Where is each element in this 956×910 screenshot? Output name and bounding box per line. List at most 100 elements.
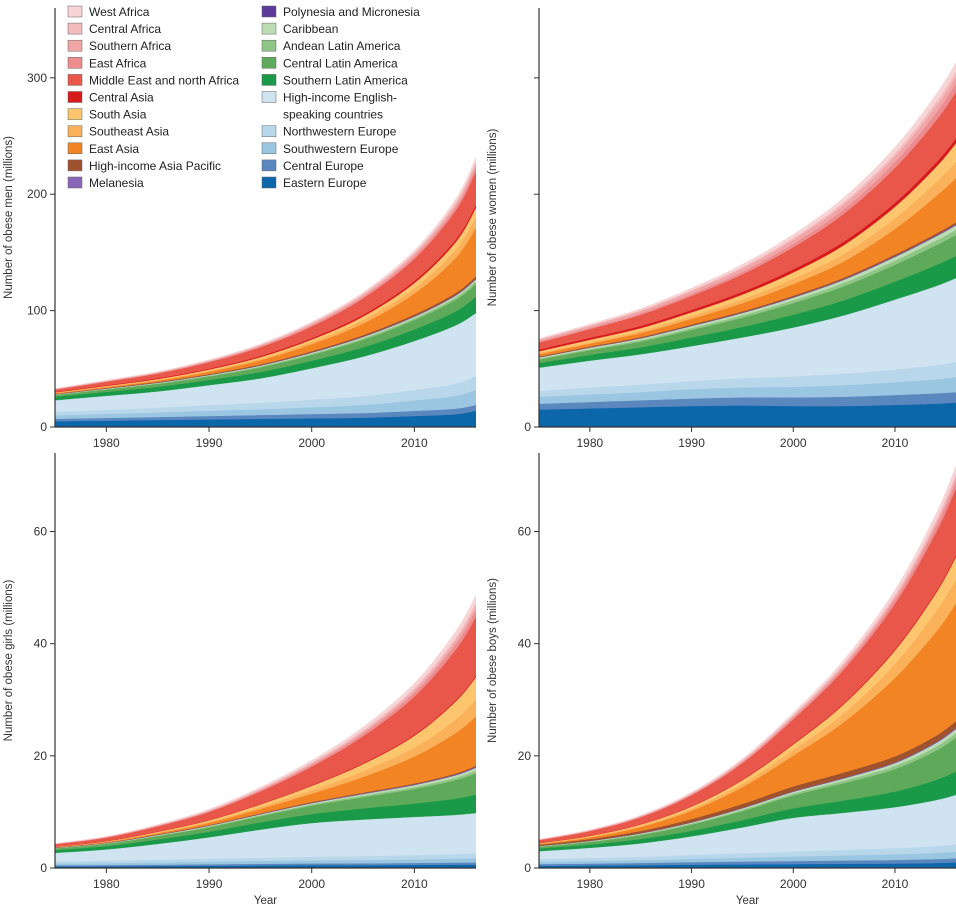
legend-label: Melanesia xyxy=(89,176,144,190)
legend-label: East Asia xyxy=(89,142,139,156)
panel-3: 0 20 40 60 1980 1990 2000 2010 Number of obese g… xyxy=(3,453,476,907)
legend-label: Northwestern Europe xyxy=(283,125,397,139)
legend-swatch xyxy=(261,22,277,35)
y-tick-label: 300 xyxy=(27,71,47,85)
x-tick-label: 2010 xyxy=(401,436,428,450)
legend-item-southern-africa: Southern Africa xyxy=(67,39,171,53)
legend-item-central-africa: Central Africa xyxy=(67,22,161,36)
legend-swatch xyxy=(67,91,83,103)
y-tick-label: 20 xyxy=(34,749,48,763)
stacked-areas xyxy=(55,594,476,868)
legend-label: Central Asia xyxy=(89,91,154,105)
legend-item-caribbean: Caribbean xyxy=(261,22,338,36)
y-tick-label: 0 xyxy=(524,420,531,434)
x-tick-label: 1990 xyxy=(196,436,223,450)
legend-item-andean-latin-america: Andean Latin America xyxy=(261,39,401,53)
legend-label: West Africa xyxy=(89,5,150,19)
x-axis-label: Year xyxy=(254,895,277,907)
y-axis-label: Number of obese men (millions) xyxy=(3,136,15,299)
legend-swatch xyxy=(261,39,277,52)
legend-swatch xyxy=(67,74,83,86)
x-tick-label: 2000 xyxy=(780,877,807,891)
legend-swatch xyxy=(261,74,277,86)
legend-swatch xyxy=(67,159,83,172)
legend-item-east-asia: East Asia xyxy=(67,142,139,156)
stacked-areas xyxy=(539,62,956,427)
x-tick-label: 2010 xyxy=(882,436,909,450)
panel-1: 0 100 200 300 1980 1990 2000 2010 Number of obes… xyxy=(3,8,476,450)
x-tick-label: 2010 xyxy=(401,877,428,891)
legend-label: High-income English-speaking countries xyxy=(283,91,397,122)
legend-swatch xyxy=(261,176,277,189)
legend-item-high-income-asia-pacific: High-income Asia Pacific xyxy=(67,159,221,173)
legend-item-high-income-english-speaking-countries: High-income English-speaking countries xyxy=(261,91,397,122)
y-axis-label: Number of obese boys (millions) xyxy=(487,578,499,743)
x-tick-label: 1990 xyxy=(678,436,705,450)
legend-item-polynesia-and-micronesia: Polynesia and Micronesia xyxy=(261,5,420,19)
legend-item-melanesia: Melanesia xyxy=(67,176,144,190)
legend-item-southern-latin-america: Southern Latin America xyxy=(261,73,408,87)
legend-label: Andean Latin America xyxy=(283,39,401,53)
legend-swatch xyxy=(261,57,277,69)
x-tick-label: 2010 xyxy=(882,877,909,891)
legend-swatch xyxy=(261,5,277,18)
x-tick-label: 2000 xyxy=(780,436,807,450)
legend-swatch xyxy=(67,142,83,155)
legend-item-middle-east-and-north-africa: Middle East and north Africa xyxy=(67,73,239,87)
legend-item-northwestern-europe: Northwestern Europe xyxy=(261,125,397,139)
legend-label: Southern Latin America xyxy=(283,73,408,87)
legend: West Africa Central Africa Southern Africa… xyxy=(67,5,420,190)
legend-swatch xyxy=(67,176,83,189)
legend-swatch xyxy=(67,5,83,18)
area-west-africa xyxy=(539,62,956,340)
legend-swatch xyxy=(67,39,83,52)
legend-label: Eastern Europe xyxy=(283,176,367,190)
y-tick-label: 200 xyxy=(27,187,47,201)
x-tick-label: 1990 xyxy=(678,877,705,891)
legend-item-central-latin-america: Central Latin America xyxy=(261,56,398,70)
area-west-africa xyxy=(55,594,476,844)
legend-label: East Africa xyxy=(89,56,147,70)
x-axis-label: Year xyxy=(736,895,759,907)
x-tick-label: 1980 xyxy=(93,436,120,450)
legend-label: Central Africa xyxy=(89,22,161,36)
stacked-areas xyxy=(55,157,476,427)
area-west-africa xyxy=(55,157,476,389)
legend-swatch xyxy=(261,142,277,155)
legend-label: Southeast Asia xyxy=(89,125,169,139)
legend-swatch xyxy=(261,91,277,103)
legend-item-central-europe: Central Europe xyxy=(261,159,364,173)
x-tick-label: 2000 xyxy=(298,877,325,891)
legend-swatch xyxy=(261,159,277,172)
y-axis-label: Number of obese girls (millions) xyxy=(3,579,15,741)
y-tick-label: 0 xyxy=(40,420,47,434)
y-tick-label: 0 xyxy=(40,861,47,875)
legend-item-southeast-asia: Southeast Asia xyxy=(67,125,169,139)
legend-label: South Asia xyxy=(89,108,147,122)
y-axis-label: Number of obese women (millions) xyxy=(487,128,499,306)
legend-item-central-asia: Central Asia xyxy=(67,91,154,105)
legend-label: High-income Asia Pacific xyxy=(89,159,221,173)
legend-swatch xyxy=(67,57,83,69)
legend-swatch xyxy=(67,22,83,35)
panel-4: 0 20 40 60 1980 1990 2000 2010 Number of obese b… xyxy=(487,453,956,907)
legend-item-east-africa: East Africa xyxy=(67,56,147,70)
legend-label: Polynesia and Micronesia xyxy=(283,5,420,19)
y-tick-label: 40 xyxy=(34,637,48,651)
area-west-africa xyxy=(539,465,956,840)
legend-item-eastern-europe: Eastern Europe xyxy=(261,176,367,190)
legend-label: Southwestern Europe xyxy=(283,142,399,156)
y-tick-label: 40 xyxy=(518,637,532,651)
legend-item-south-asia: South Asia xyxy=(67,108,147,122)
x-tick-label: 1980 xyxy=(577,436,604,450)
legend-label: Caribbean xyxy=(283,22,338,36)
x-tick-label: 1990 xyxy=(196,877,223,891)
legend-swatch xyxy=(261,125,277,137)
legend-label: Central Europe xyxy=(283,159,364,173)
y-tick-label: 60 xyxy=(34,525,48,539)
legend-item-west-africa: West Africa xyxy=(67,5,150,19)
legend-swatch xyxy=(67,125,83,137)
x-tick-label: 2000 xyxy=(298,436,325,450)
y-tick-label: 100 xyxy=(27,304,47,318)
